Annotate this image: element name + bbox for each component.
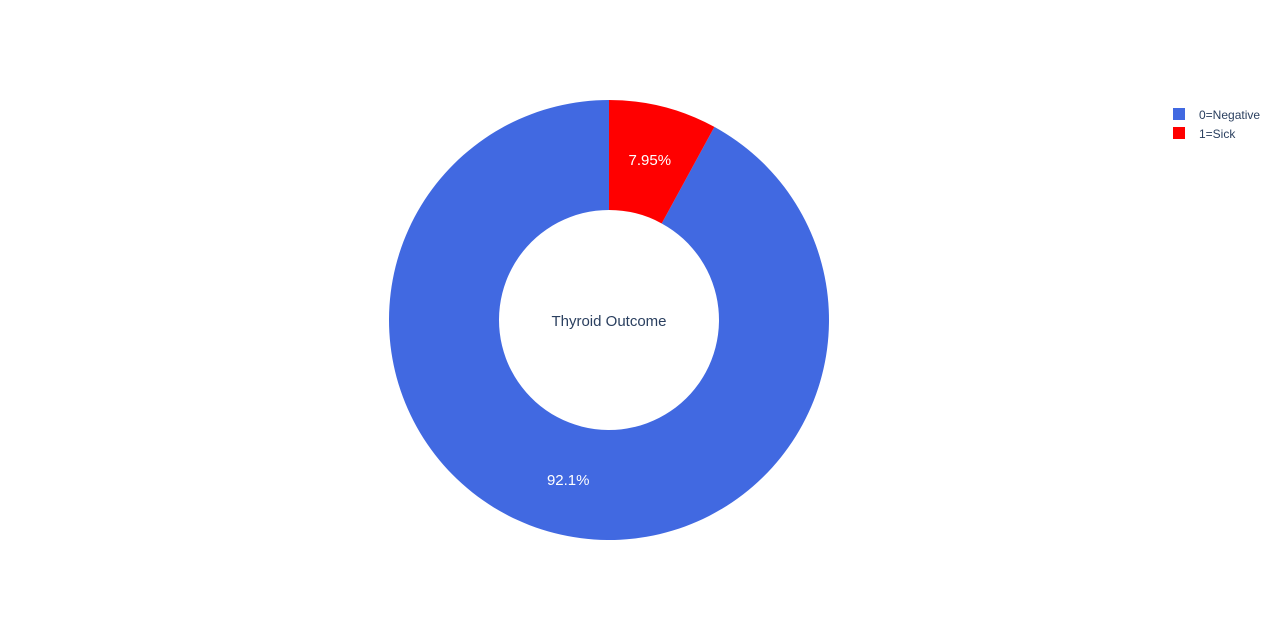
legend-label-0-negative: 0=Negative — [1199, 108, 1260, 122]
legend-label-1-sick: 1=Sick — [1199, 127, 1236, 141]
slice-label-1-sick: 7.95% — [629, 152, 672, 169]
slice-0-negative[interactable] — [389, 100, 830, 541]
slice-label-0-negative: 92.1% — [547, 472, 590, 489]
legend-swatch-0-negative — [1173, 108, 1185, 120]
legend: 0=Negative 1=Sick — [1173, 108, 1260, 141]
center-label: Thyroid Outcome — [551, 313, 666, 330]
slices-layer — [389, 100, 830, 541]
legend-swatch-1-sick — [1173, 127, 1185, 139]
legend-item-0-negative[interactable]: 0=Negative — [1173, 108, 1260, 122]
slice-1-sick[interactable] — [609, 100, 715, 224]
slice-labels-layer: 92.1% 7.95% — [547, 152, 671, 489]
legend-item-1-sick[interactable]: 1=Sick — [1173, 127, 1236, 141]
